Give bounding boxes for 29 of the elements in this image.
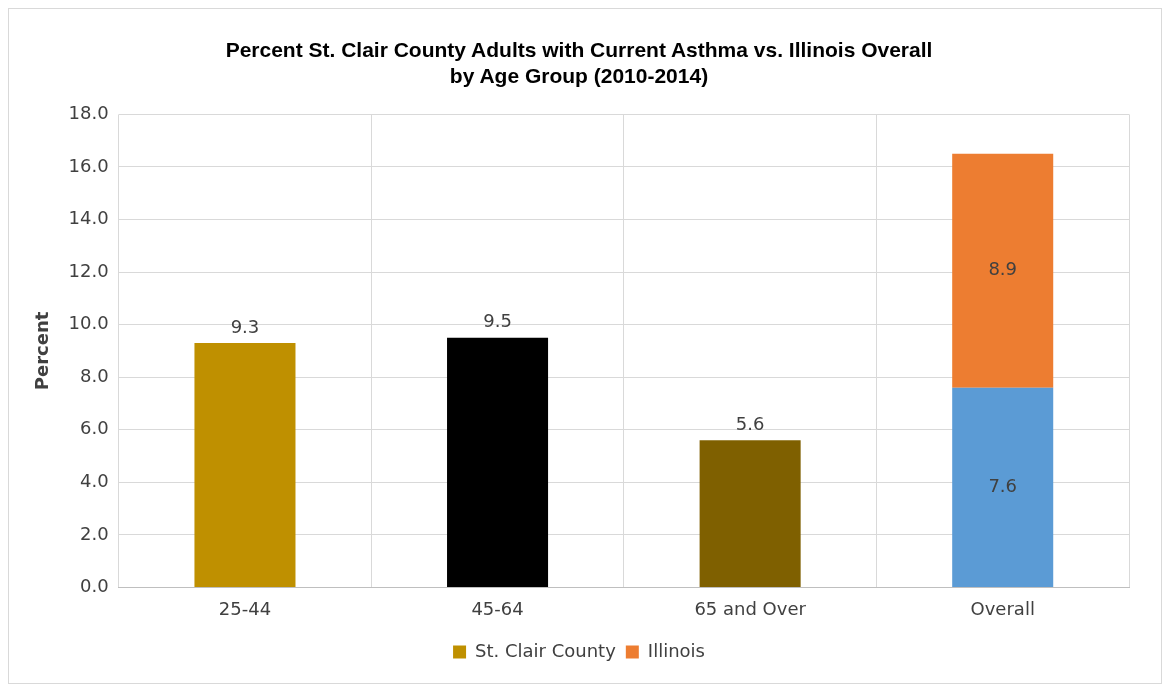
x-tick-label: 45-64: [471, 597, 524, 619]
x-tick-label: 65 and Over: [694, 597, 807, 619]
bar: [952, 153, 1054, 388]
y-tick-label: 8.0: [80, 364, 109, 386]
y-tick-label: 6.0: [80, 417, 109, 439]
y-tick-label: 10.0: [68, 312, 109, 334]
y-axis-title: Percent: [31, 311, 53, 391]
y-tick-label: 14.0: [68, 207, 109, 229]
data-label: 5.6: [735, 412, 765, 434]
y-tick-label: 12.0: [68, 259, 109, 281]
bar: [952, 387, 1054, 587]
y-tick-label: 18.0: [68, 102, 109, 124]
text: Percent St. Clair County Adults with Current Asthma vs. Illinois Overall: [225, 38, 933, 62]
data-label: 7.6: [988, 474, 1018, 496]
legend-label: St. Clair County: [475, 639, 617, 661]
x-tick-label: Overall: [970, 597, 1035, 619]
x-tick-label: 25-44: [218, 597, 272, 619]
y-tick-label: 16.0: [68, 154, 109, 176]
data-label: 8.9: [988, 258, 1018, 280]
bar: [447, 337, 549, 587]
bar: [194, 343, 296, 587]
bar: [699, 440, 801, 587]
y-tick-label: 2.0: [80, 522, 109, 544]
y-tick-label: 4.0: [80, 469, 109, 491]
data-label: 9.5: [483, 310, 512, 332]
legend-label: Illinois: [647, 639, 705, 661]
text: by Age Group (2010-2014): [449, 63, 709, 87]
data-label: 9.3: [230, 315, 260, 337]
y-tick-label: 0.0: [80, 575, 109, 597]
